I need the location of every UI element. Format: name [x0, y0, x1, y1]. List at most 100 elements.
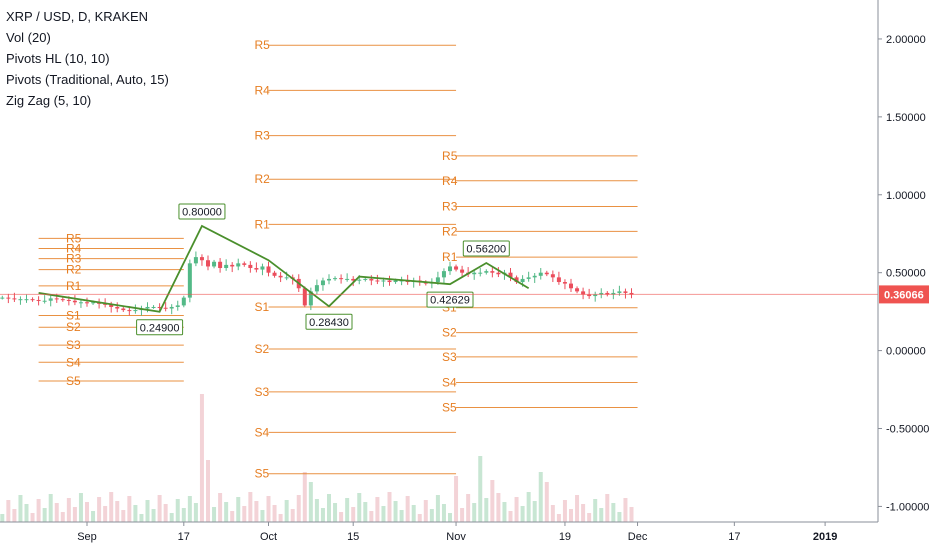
volume-bar [36, 499, 41, 522]
pivot-label-s4: S4 [66, 355, 81, 369]
pivot-label-r1: R1 [255, 217, 271, 231]
candle-body [581, 291, 586, 295]
candle-body [520, 278, 525, 283]
pivot-label-s2: S2 [442, 326, 457, 340]
pivot-label-r3: R3 [255, 129, 271, 143]
candle-body [266, 266, 271, 273]
candle-body [550, 274, 555, 278]
candle-body [193, 257, 198, 264]
candle-body [127, 310, 132, 312]
candle-body [369, 278, 374, 281]
volume-bar [405, 496, 410, 522]
volume-bar [42, 508, 47, 522]
volume-bar [508, 511, 513, 522]
candle-body [387, 280, 392, 283]
candle-body [441, 271, 446, 278]
volume-bar [520, 506, 525, 522]
candle-body [36, 299, 41, 301]
candle-body [526, 277, 531, 279]
x-tick-label: Nov [446, 531, 466, 543]
indicator-zigzag[interactable]: Zig Zag (5, 10) [6, 93, 92, 108]
pivot-label-s2: S2 [255, 342, 270, 356]
candle-body [78, 302, 83, 304]
candle-body [314, 285, 319, 292]
volume-bar [260, 510, 265, 522]
volume-bar [308, 482, 313, 522]
candle-body [236, 263, 241, 267]
zigzag-label-box [178, 203, 226, 220]
volume-bar [629, 507, 634, 522]
candle-body [562, 282, 567, 284]
volume-bar [224, 502, 229, 522]
candle-body [151, 306, 156, 308]
candle-body [629, 292, 634, 295]
indicator-pivots-hl[interactable]: Pivots HL (10, 10) [6, 51, 110, 66]
volume-bar [369, 511, 374, 522]
volume-bar [593, 499, 598, 522]
candle-body [478, 272, 483, 274]
pivot-label-s2: S2 [66, 320, 81, 334]
candle-body [218, 261, 223, 269]
zigzag-label: 0.56200 [462, 240, 510, 257]
candle-body [327, 278, 331, 281]
volume-bar [345, 498, 350, 522]
volume-bar [242, 506, 247, 522]
y-tick-label: -0.50000 [886, 424, 929, 436]
indicator-volume[interactable]: Vol (20) [6, 30, 51, 45]
candle-body [48, 298, 53, 301]
candle-body [302, 288, 307, 306]
volume-bar [12, 509, 17, 522]
volume-bar [97, 497, 102, 522]
candle-body [248, 264, 253, 269]
volume-bar [0, 514, 5, 522]
volume-bar [339, 512, 344, 522]
pivot-label-s4: S4 [442, 376, 457, 390]
last-price-label: 0.36066 [884, 289, 924, 301]
volume-bar [466, 494, 471, 522]
x-tick-label: 19 [559, 531, 571, 543]
candle-body [284, 277, 289, 279]
pivot-label-s1: S1 [255, 300, 270, 314]
volume-bar [296, 495, 301, 522]
volume-bar [54, 503, 59, 522]
zigzag-label: 0.42629 [426, 291, 474, 308]
candle-body [345, 278, 350, 280]
volume-bar [6, 500, 11, 522]
candle-body [30, 299, 35, 301]
zigzag-label-text: 0.42629 [430, 295, 470, 307]
volume-bar [127, 496, 132, 522]
pivot-levels: R5R4R3R2R1S1S2S3S4S5R5R4R3R2R1S1S2S3S4S5… [38, 38, 638, 481]
candle-body [133, 310, 138, 312]
candle-body [556, 277, 561, 283]
x-tick-label: 2019 [813, 531, 837, 543]
candle-body [187, 263, 192, 298]
volume-bar [230, 511, 235, 522]
candle-body [617, 291, 622, 293]
candle-body [393, 280, 398, 283]
candle-body [333, 278, 338, 280]
candle-body [0, 297, 5, 299]
pivot-label-r2: R2 [255, 172, 271, 186]
indicator-pivots-traditional[interactable]: Pivots (Traditional, Auto, 15) [6, 72, 169, 87]
candle-body [605, 292, 610, 295]
volume-bar [478, 456, 483, 522]
candle-body [242, 263, 247, 265]
volume-bar [157, 495, 162, 522]
candle-body [145, 306, 150, 309]
volume-bar [496, 493, 501, 522]
x-tick-label: 15 [347, 531, 359, 543]
candle-body [230, 264, 235, 267]
pivot-label-r5: R5 [442, 149, 458, 163]
candle-body [121, 308, 126, 311]
candle-body [514, 277, 519, 283]
candle-body [575, 288, 580, 292]
volume-bar [103, 506, 108, 522]
candle-body [157, 306, 162, 308]
volume-bar [490, 480, 495, 522]
pivot-label-r2: R2 [442, 224, 458, 238]
volume-bar [212, 507, 217, 522]
volume-bar [254, 501, 259, 522]
pivot-label-s5: S5 [66, 374, 81, 388]
volume-bar [605, 494, 610, 522]
